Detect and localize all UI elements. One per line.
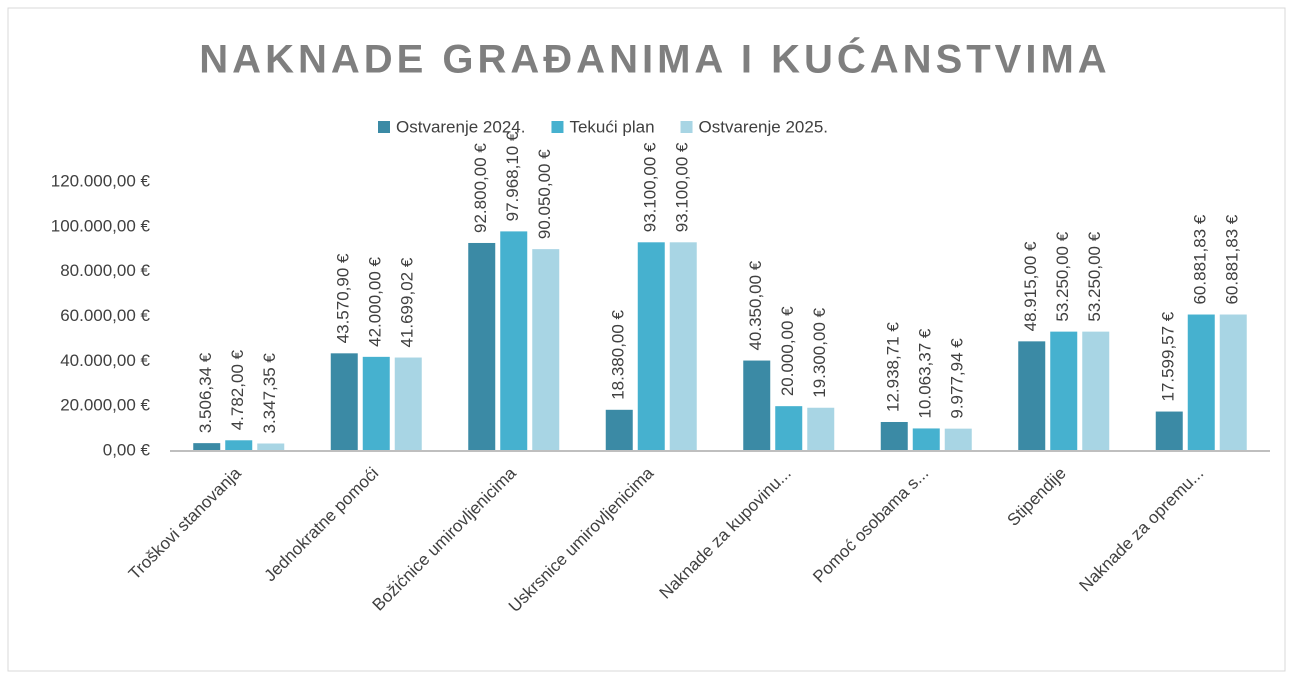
data-label: 12.938,71 € xyxy=(884,322,903,412)
y-tick-label: 80.000,00 € xyxy=(60,261,150,280)
bar xyxy=(1219,314,1247,451)
bar xyxy=(807,407,835,451)
bar xyxy=(362,356,390,451)
data-label: 90.050,00 € xyxy=(535,149,554,239)
bar xyxy=(944,428,972,451)
bar xyxy=(775,406,803,451)
y-tick-label: 40.000,00 € xyxy=(60,351,150,370)
data-label: 40.350,00 € xyxy=(746,260,765,350)
data-label: 97.968,10 € xyxy=(503,131,522,221)
data-label: 9.977,94 € xyxy=(948,338,967,419)
bar xyxy=(637,242,665,451)
bar xyxy=(880,421,908,451)
data-label: 48.915,00 € xyxy=(1021,241,1040,331)
legend-label: Ostvarenje 2025. xyxy=(699,117,828,136)
y-tick-label: 20.000,00 € xyxy=(60,396,150,415)
data-label: 93.100,00 € xyxy=(673,142,692,232)
legend-swatch xyxy=(680,121,693,133)
data-label: 43.570,90 € xyxy=(334,253,353,343)
data-label: 60.881,83 € xyxy=(1223,214,1242,304)
data-label: 53.250,00 € xyxy=(1085,231,1104,321)
data-label: 3.506,34 € xyxy=(196,352,215,433)
bar xyxy=(1050,331,1078,451)
bar xyxy=(468,242,496,451)
bar xyxy=(257,443,285,451)
legend-label: Tekući plan xyxy=(569,117,654,136)
bar xyxy=(500,231,528,451)
chart-title: NAKNADE GRAĐANIMA I KUĆANSTVIMA xyxy=(199,36,1110,82)
legend-label: Ostvarenje 2024. xyxy=(396,117,525,136)
bar xyxy=(1187,314,1215,451)
data-label: 20.000,00 € xyxy=(778,306,797,396)
data-label: 53.250,00 € xyxy=(1053,231,1072,321)
bar xyxy=(669,242,697,451)
bar xyxy=(605,409,633,451)
legend-swatch xyxy=(551,121,564,133)
bar xyxy=(394,357,422,451)
data-label: 3.347,35 € xyxy=(260,353,279,434)
data-label: 18.380,00 € xyxy=(609,309,628,399)
y-tick-label: 100.000,00 € xyxy=(51,216,151,235)
y-tick-label: 0,00 € xyxy=(103,440,151,459)
data-label: 93.100,00 € xyxy=(641,142,660,232)
bar xyxy=(912,428,940,451)
bar xyxy=(532,249,560,451)
bar xyxy=(1155,411,1183,451)
bar xyxy=(225,440,253,451)
data-label: 41.699,02 € xyxy=(398,257,417,347)
bar xyxy=(1018,341,1046,451)
data-label: 10.063,37 € xyxy=(916,328,935,418)
data-label: 17.599,57 € xyxy=(1159,311,1178,401)
data-label: 60.881,83 € xyxy=(1191,214,1210,304)
data-label: 4.782,00 € xyxy=(228,349,247,430)
legend-swatch xyxy=(378,121,390,133)
bar xyxy=(330,353,358,451)
bar xyxy=(193,443,221,451)
y-tick-label: 120.000,00 € xyxy=(51,171,151,190)
data-label: 19.300,00 € xyxy=(810,307,829,397)
data-label: 42.000,00 € xyxy=(366,256,385,346)
bar xyxy=(1082,331,1110,451)
y-tick-label: 60.000,00 € xyxy=(60,306,150,325)
bar xyxy=(743,360,771,451)
data-label: 92.800,00 € xyxy=(471,143,490,233)
